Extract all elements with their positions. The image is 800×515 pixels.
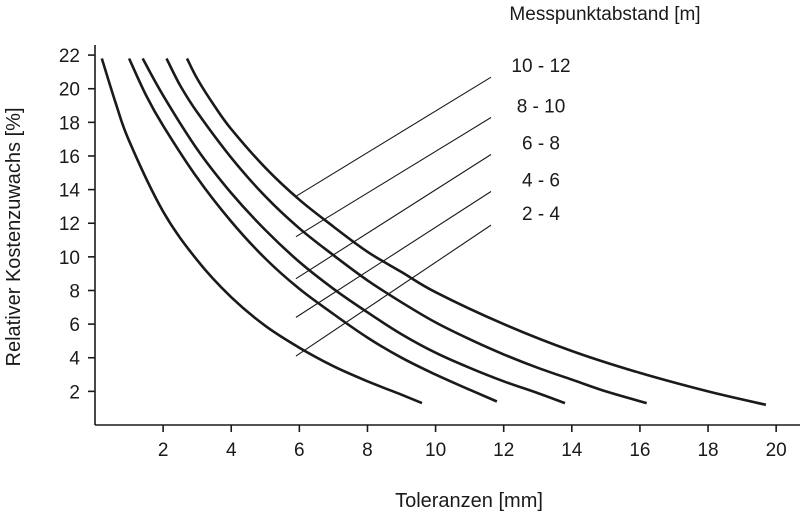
- x-tick-label: 14: [561, 440, 583, 461]
- series-curve-2: [127, 57, 498, 403]
- leader-line: [295, 191, 492, 318]
- series-curve-1: [100, 58, 423, 405]
- series-curve-4: [165, 57, 648, 405]
- series-label: 2 - 4: [522, 204, 560, 225]
- leader-line: [295, 76, 492, 197]
- labels: 2 - 4 4 - 6 6 - 8 8 - 10 10 - 12: [511, 56, 570, 225]
- x-axis-title: Toleranzen [mm]: [395, 490, 543, 512]
- x-tick-label: 8: [362, 440, 373, 461]
- legend-title: Messpunktabstand [m]: [509, 4, 700, 25]
- y-tick-label: 10: [59, 248, 80, 269]
- leader-lines: [295, 76, 492, 357]
- y-tick-label: 4: [69, 349, 80, 370]
- x-tick-label: 18: [697, 440, 718, 461]
- leader-line: [295, 224, 492, 357]
- y-axis-title: Relativer Kostenzuwachs [%]: [3, 107, 25, 366]
- series-label: 10 - 12: [511, 56, 570, 77]
- curves: [100, 57, 767, 407]
- x-tick-label: 16: [629, 440, 650, 461]
- series-label: 4 - 6: [522, 171, 560, 192]
- x-tick-label: 12: [493, 440, 514, 461]
- x-tick-label: 4: [226, 440, 237, 461]
- x-tick-label: 2: [158, 440, 169, 461]
- x-tick-label: 6: [294, 440, 305, 461]
- x-tick-label: 10: [425, 440, 446, 461]
- leader-line: [295, 154, 492, 280]
- leader-line: [295, 117, 492, 238]
- y-tick-label: 20: [59, 80, 80, 101]
- y-tick-label: 12: [59, 214, 80, 235]
- y-tick-label: 6: [69, 315, 80, 336]
- y-tick-label: 14: [59, 181, 81, 202]
- series-label: 6 - 8: [522, 134, 560, 155]
- series-label: 8 - 10: [517, 97, 566, 118]
- series-curve-5: [185, 57, 767, 407]
- y-tick-label: 22: [59, 46, 80, 67]
- y-tick-label: 18: [59, 113, 80, 134]
- x-tick-label: 20: [766, 440, 787, 461]
- y-tick-label: 16: [59, 147, 80, 168]
- axes: 2 4 6 8 10 12 14 16 18 20 2 4 6 8 10 12 14 16 18 20 22: [59, 45, 800, 461]
- series-curve-3: [141, 57, 566, 405]
- y-tick-label: 2: [69, 382, 80, 403]
- y-tick-label: 8: [69, 281, 80, 302]
